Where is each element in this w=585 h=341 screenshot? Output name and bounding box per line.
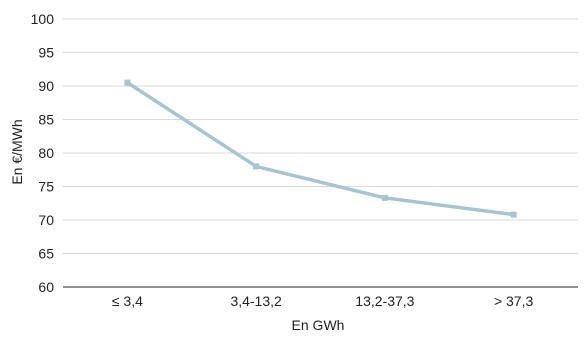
data-point — [381, 194, 388, 201]
series-line — [125, 80, 516, 217]
gridlines — [63, 18, 578, 254]
y-tick-label: 95 — [38, 45, 54, 61]
y-tick-label: 90 — [38, 78, 54, 94]
data-point — [124, 79, 131, 86]
x-tick-label: 13,2-37,3 — [355, 293, 414, 309]
y-tick-label: 75 — [38, 179, 54, 195]
data-point — [510, 211, 517, 218]
x-tick-label: > 37,3 — [494, 293, 534, 309]
tick-labels: 60 65 70 75 80 85 90 95 100 ≤ 3,4 3,4-13,2 13,2-37,… — [31, 11, 534, 309]
y-tick-label: 85 — [38, 112, 54, 128]
x-axis-title: En GWh — [292, 317, 345, 333]
y-tick-label: 65 — [38, 246, 54, 262]
y-tick-label: 80 — [38, 145, 54, 161]
series — [124, 79, 517, 218]
data-point — [253, 163, 260, 170]
y-tick-label: 100 — [31, 11, 55, 27]
y-axis-title: En €/MWh — [9, 119, 25, 184]
x-tick-label: 3,4-13,2 — [230, 293, 282, 309]
y-tick-label: 60 — [38, 279, 54, 295]
x-tick-label: ≤ 3,4 — [112, 293, 143, 309]
y-tick-label: 70 — [38, 212, 54, 228]
